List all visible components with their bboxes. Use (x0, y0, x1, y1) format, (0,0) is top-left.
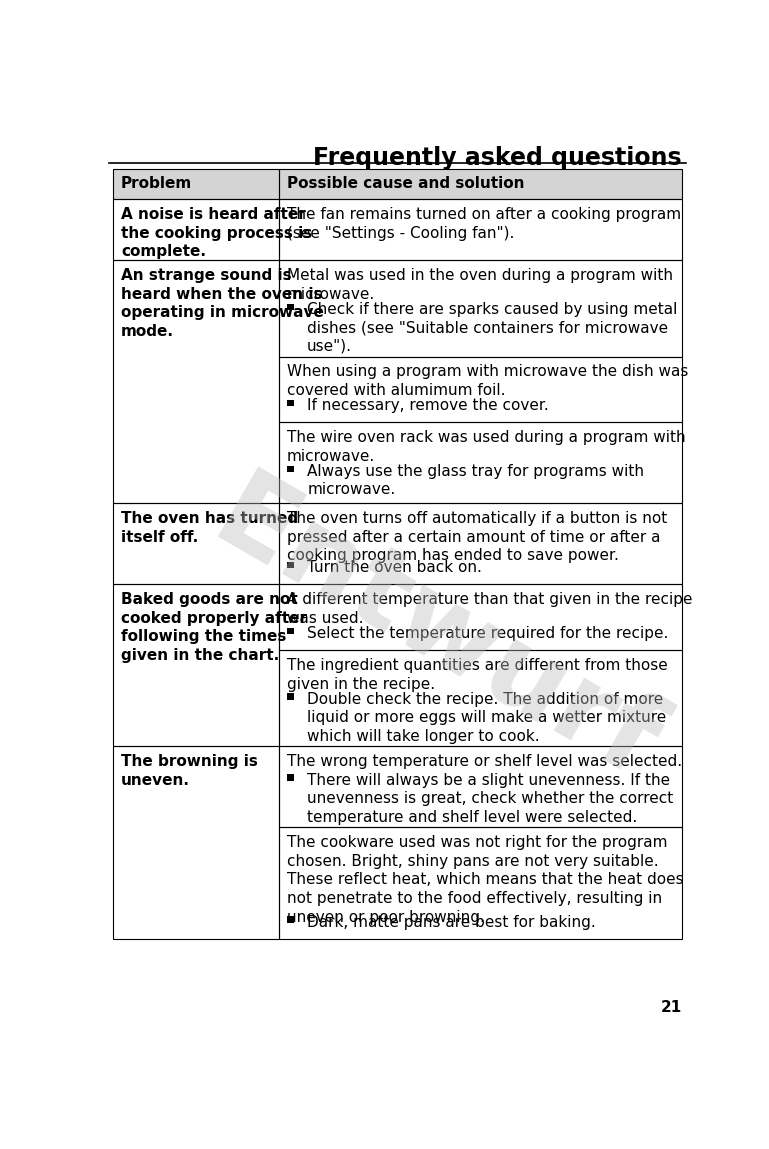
Text: Select the temperature required for the recipe.: Select the temperature required for the … (307, 626, 668, 641)
Bar (113, 169, 279, 199)
Bar (113, 503, 279, 585)
Text: An strange sound is
heard when the oven is
operating in microwave
mode.: An strange sound is heard when the oven … (121, 268, 324, 339)
Bar (113, 199, 279, 261)
Bar (279, 261, 682, 356)
Text: Entwurf: Entwurf (195, 464, 676, 803)
Text: The cookware used was not right for the program
chosen. Bright, shiny pans are n: The cookware used was not right for the … (287, 835, 684, 925)
Text: The wrong temperature or shelf level was selected.: The wrong temperature or shelf level was… (287, 754, 682, 769)
Bar (287, 303, 294, 310)
Bar (113, 169, 279, 199)
Bar (279, 747, 682, 827)
Bar (287, 693, 294, 700)
Bar (287, 627, 294, 634)
Bar (279, 827, 682, 939)
Text: Metal was used in the oven during a program with
microwave.: Metal was used in the oven during a prog… (287, 268, 673, 302)
Text: The wire oven rack was used during a program with
microwave.: The wire oven rack was used during a pro… (287, 430, 686, 464)
Bar (279, 585, 682, 650)
Bar (279, 356, 682, 423)
Bar (287, 562, 294, 569)
Bar (279, 650, 682, 747)
Text: The browning is
uneven.: The browning is uneven. (121, 754, 258, 788)
Text: Double check the recipe. The addition of more
liquid or more eggs will make a we: Double check the recipe. The addition of… (307, 692, 667, 743)
Text: A different temperature than that given in the recipe
was used.: A different temperature than that given … (287, 592, 693, 626)
Bar (279, 169, 682, 199)
Text: Turn the oven back on.: Turn the oven back on. (307, 560, 482, 574)
Text: Dark, matte pans are best for baking.: Dark, matte pans are best for baking. (307, 915, 596, 930)
Bar (287, 774, 294, 781)
Text: If necessary, remove the cover.: If necessary, remove the cover. (307, 398, 549, 412)
Bar (287, 465, 294, 472)
Text: Baked goods are not
cooked properly after
following the times
given in the chart: Baked goods are not cooked properly afte… (121, 592, 307, 663)
Bar (279, 503, 682, 585)
Bar (279, 199, 682, 261)
Text: 21: 21 (661, 1000, 682, 1015)
Text: Frequently asked questions: Frequently asked questions (314, 146, 682, 170)
Bar (279, 169, 682, 199)
Text: Problem: Problem (121, 177, 192, 192)
Text: The oven turns off automatically if a button is not
pressed after a certain amou: The oven turns off automatically if a bu… (287, 511, 667, 563)
Bar (113, 747, 279, 939)
Bar (287, 400, 294, 407)
Text: Always use the glass tray for programs with
microwave.: Always use the glass tray for programs w… (307, 464, 644, 498)
Bar (113, 585, 279, 747)
Bar (113, 261, 279, 503)
Text: Check if there are sparks caused by using metal
dishes (see "Suitable containers: Check if there are sparks caused by usin… (307, 302, 677, 354)
Text: When using a program with microwave the dish was
covered with alumimum foil.: When using a program with microwave the … (287, 364, 688, 398)
Bar (287, 917, 294, 923)
Text: The ingredient quantities are different from those
given in the recipe.: The ingredient quantities are different … (287, 658, 667, 692)
Text: The oven has turned
itself off.: The oven has turned itself off. (121, 511, 298, 545)
Bar (279, 423, 682, 503)
Text: The fan remains turned on after a cooking program
(see "Settings - Cooling fan"): The fan remains turned on after a cookin… (287, 207, 681, 240)
Text: There will always be a slight unevenness. If the
unevenness is great, check whet: There will always be a slight unevenness… (307, 772, 674, 825)
Text: A noise is heard after
the cooking process is
complete.: A noise is heard after the cooking proce… (121, 207, 312, 260)
Text: Possible cause and solution: Possible cause and solution (287, 177, 524, 192)
